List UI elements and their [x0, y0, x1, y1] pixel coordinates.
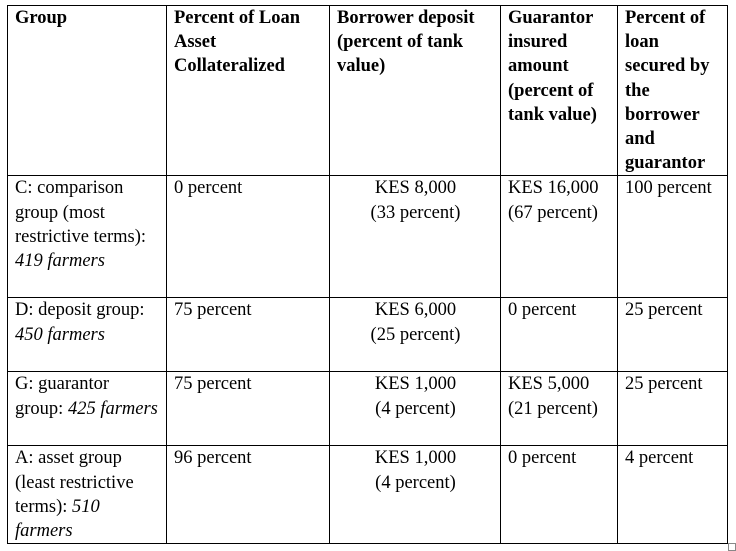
loan-terms-table: Group Percent of Loan Asset Collateraliz… [7, 4, 728, 545]
header-row: Group Percent of Loan Asset Collateraliz… [7, 4, 728, 177]
guarantor-cell: 0 percent [500, 297, 618, 373]
collateralized-cell: 75 percent [166, 297, 330, 373]
secured-cell: 25 percent [617, 297, 728, 373]
header-percent-secured: Percent of loan secured by the borrower … [617, 4, 728, 177]
deposit-amount: KES 1,000 [374, 374, 457, 395]
collateralized-cell: 75 percent [166, 371, 330, 447]
deposit-amount: KES 1,000 [374, 448, 457, 469]
deposit-amount: KES 8,000 [374, 178, 457, 199]
secured-cell: 4 percent [617, 445, 728, 545]
deposit-percent: (33 percent) [370, 202, 461, 223]
table-row: C: comparison group (most restrictive te… [7, 175, 728, 299]
group-cell: C: comparison group (most restrictive te… [7, 175, 167, 299]
group-label: G: guarantor group: [15, 374, 110, 419]
table-row: A: asset group (least restrictive terms)… [7, 445, 728, 545]
table-row: D: deposit group: 450 farmers 75 percent… [7, 297, 728, 373]
deposit-percent: (4 percent) [375, 472, 456, 493]
table-row: G: guarantor group: 425 farmers 75 perce… [7, 371, 728, 447]
deposit-cell: KES 8,000 (33 percent) [329, 175, 501, 299]
group-cell: D: deposit group: 450 farmers [7, 297, 167, 373]
guarantor-cell: KES 16,000 (67 percent) [500, 175, 618, 299]
group-count: 419 farmers [15, 251, 105, 272]
group-count: 425 farmers [67, 398, 158, 419]
deposit-percent: (4 percent) [375, 398, 456, 419]
deposit-amount: KES 6,000 [374, 300, 457, 321]
group-label: C: comparison group (most restrictive te… [15, 178, 146, 247]
header-collateralized: Percent of Loan Asset Collateralized [166, 4, 330, 177]
group-label: A: asset group (least restrictive terms)… [15, 448, 134, 517]
group-cell: G: guarantor group: 425 farmers [7, 371, 167, 447]
secured-cell: 25 percent [617, 371, 728, 447]
header-guarantor-amount: Guarantor insured amount (percent of tan… [500, 4, 618, 177]
table-resize-handle[interactable] [728, 543, 736, 551]
secured-cell: 100 percent [617, 175, 728, 299]
deposit-cell: KES 1,000 (4 percent) [329, 445, 501, 545]
group-count: 510 farmers [15, 496, 100, 542]
group-count: 450 farmers [15, 324, 105, 345]
guarantor-cell: KES 5,000 (21 percent) [500, 371, 618, 447]
header-group: Group [7, 4, 167, 177]
guarantor-cell: 0 percent [500, 445, 618, 545]
collateralized-cell: 96 percent [166, 445, 330, 545]
collateralized-cell: 0 percent [166, 175, 330, 299]
deposit-cell: KES 1,000 (4 percent) [329, 371, 501, 447]
group-cell: A: asset group (least restrictive terms)… [7, 445, 167, 545]
header-borrower-deposit: Borrower deposit (percent of tank value) [329, 4, 501, 177]
group-label: D: deposit group: [15, 300, 145, 321]
deposit-cell: KES 6,000 (25 percent) [329, 297, 501, 373]
deposit-percent: (25 percent) [370, 324, 461, 345]
